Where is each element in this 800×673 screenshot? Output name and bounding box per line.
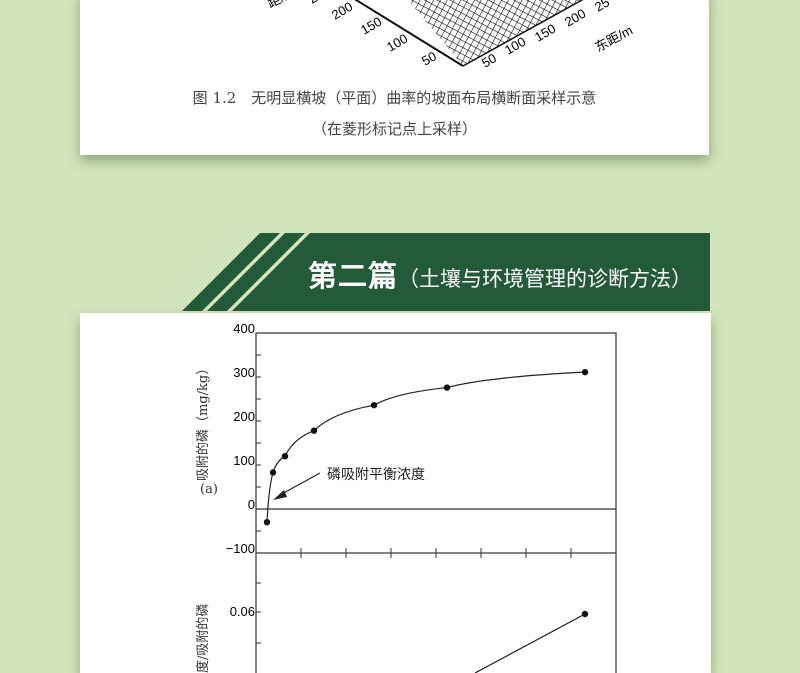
tick: 25 [592,0,612,15]
left-axis-line [354,0,464,67]
ytick-label: 300 [233,365,255,380]
tick: 50 [419,48,439,68]
grid-surface [408,0,582,66]
3d-grid-figure: 距/m 250 200 150 100 50 50 100 150 200 25… [265,0,635,71]
banner-title: 第二篇 [308,259,399,293]
figure-caption-note: （在菱形标记点上采样） [311,120,477,138]
tick: 150 [358,14,384,38]
figure-1-2-card: 距/m 250 200 150 100 50 50 100 150 200 25… [80,0,709,155]
ytick-label: 400 [233,321,255,336]
y-axis-label-b: 度/吸附的磷 [195,604,211,673]
data-point [443,384,451,391]
y-axis-label: 吸附的磷（mg/kg） [195,362,211,481]
ytick-label: 200 [233,409,255,424]
ytick-label: −100 [226,541,255,556]
section-banner: 第二篇（土壤与环境管理的诊断方法） [170,233,710,311]
data-point [269,469,277,476]
annotation-arrow [279,472,321,496]
data-point [281,453,289,460]
chart-card: 400 300 200 100 0 −100 0.06 (a) 吸附的磷（mg/… [80,313,711,673]
arrowhead [273,490,287,500]
isotherm-curve [266,371,586,523]
banner-stripe [207,233,305,311]
ytick-label: 100 [233,453,255,468]
tick: 250 [306,0,332,7]
right-axis-line [462,0,584,67]
ytick-label: 0 [248,497,255,512]
banner-background [232,233,710,311]
data-point [581,368,589,376]
banner-subtitle: （土壤与环境管理的诊断方法） [398,267,693,291]
data-point-b [581,610,589,618]
data-point [263,519,271,526]
tick: 50 [479,50,499,70]
right-axis-label: 东距/m [592,22,635,54]
data-point [370,401,378,409]
linear-fit-line [474,613,586,673]
left-axis-label: 距/m [265,0,296,11]
banner-stripe [182,233,280,311]
annotation-label: 磷吸附平衡浓度 [327,467,425,483]
plot-frame-a [255,332,617,554]
panel-label: (a) [200,482,218,497]
adsorption-chart: 400 300 200 100 0 −100 0.06 (a) 吸附的磷（mg/… [195,321,617,673]
data-point [310,427,318,434]
ytick-label: 0.06 [230,604,255,619]
tick: 100 [384,31,410,55]
figure-caption: 图 1.2 无明显横坡（平面）曲率的坡面布局横断面采样示意 [192,89,597,107]
tick: 200 [329,0,355,23]
